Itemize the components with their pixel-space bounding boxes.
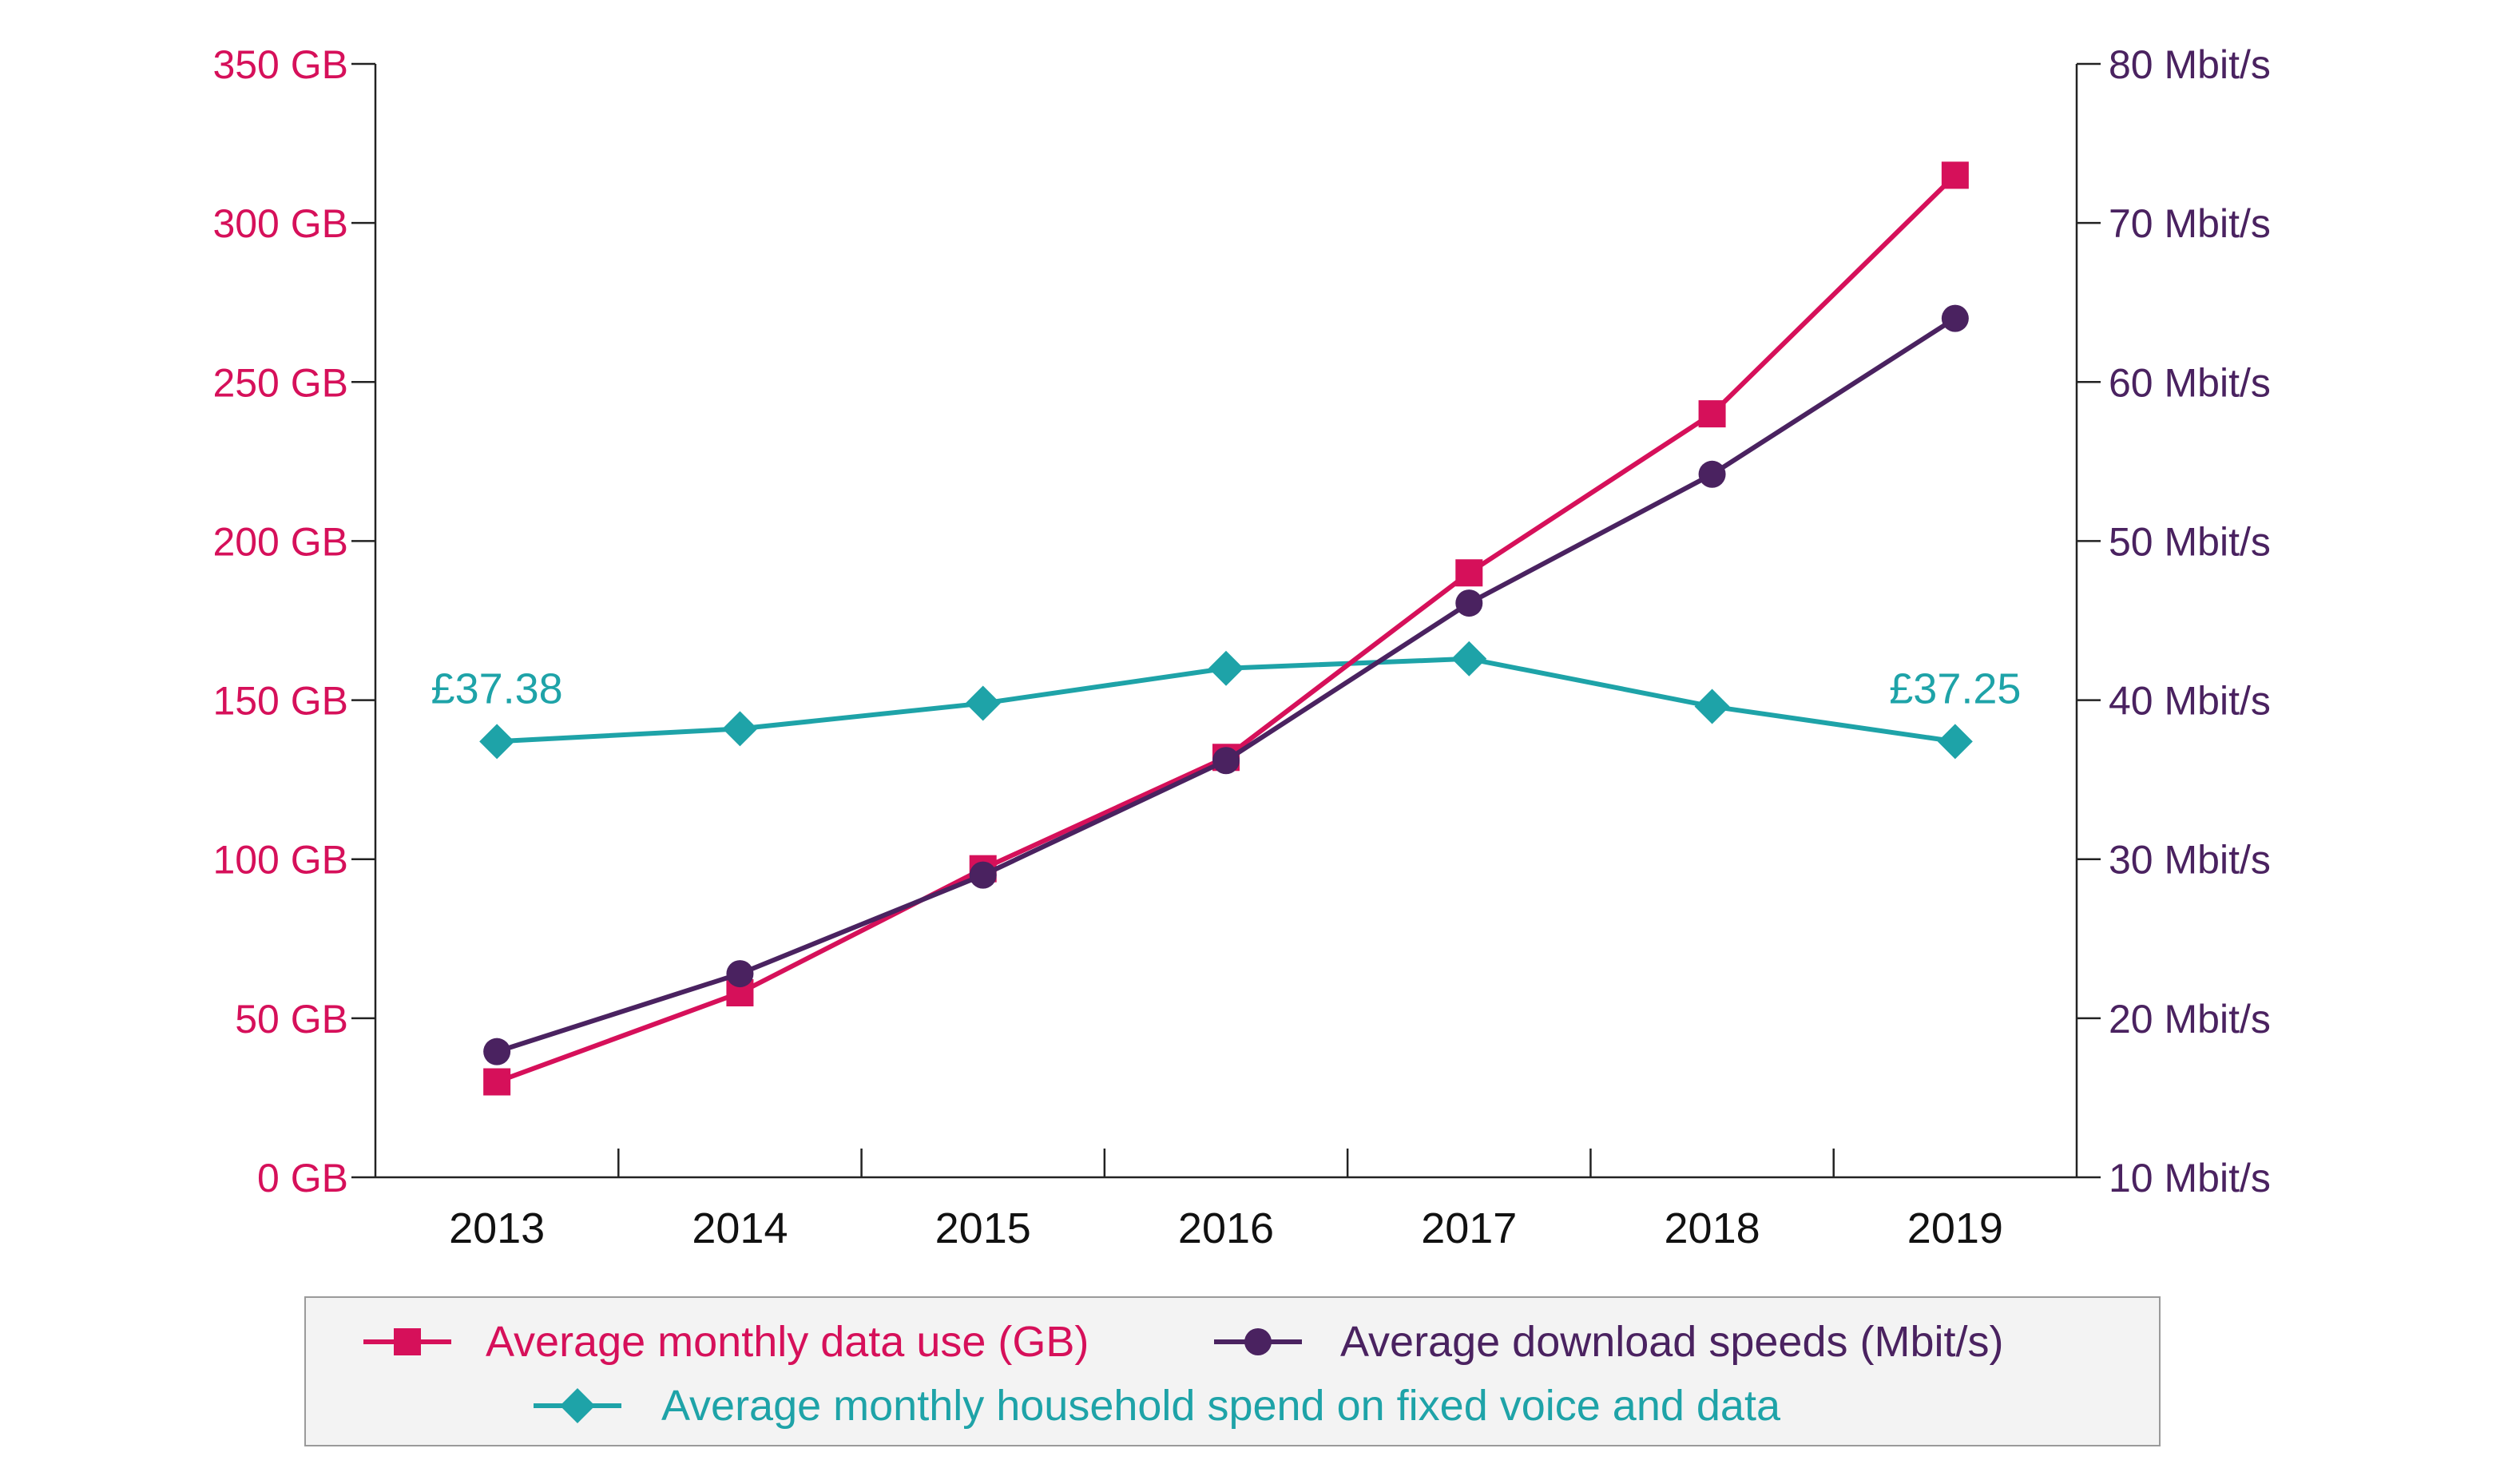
data-point-circle xyxy=(1455,589,1483,617)
right-tick-label: 30 Mbit/s xyxy=(2109,838,2271,883)
right-tick-label: 70 Mbit/s xyxy=(2109,201,2271,246)
x-tick-label: 2014 xyxy=(692,1204,788,1252)
data-point-diamond xyxy=(1937,724,1973,760)
left-tick-label: 350 GB xyxy=(212,42,348,87)
x-tick-label: 2018 xyxy=(1665,1204,1760,1252)
data-point-square xyxy=(1698,400,1726,428)
legend-label: Average download speeds (Mbit/s) xyxy=(1340,1318,2003,1366)
right-tick-label: 50 Mbit/s xyxy=(2109,519,2271,564)
data-point-diamond xyxy=(965,685,1001,721)
right-tick-label: 40 Mbit/s xyxy=(2109,679,2271,724)
series-layer xyxy=(479,161,1973,1096)
left-tick-label: 300 GB xyxy=(212,201,348,246)
right-tick-label: 60 Mbit/s xyxy=(2109,360,2271,405)
data-point-diamond xyxy=(1694,688,1730,724)
left-tick-label: 250 GB xyxy=(212,360,348,405)
left-tick-label: 50 GB xyxy=(235,997,348,1042)
data-point-circle xyxy=(1698,460,1726,488)
legend-marker-diamond xyxy=(560,1388,595,1423)
axes: 0 GB 50 GB 100 GB 150 GB 200 GB 250 GB 300 GB 3… xyxy=(212,42,2270,1252)
right-tick-label: 20 Mbit/s xyxy=(2109,997,2271,1042)
left-tick-label: 200 GB xyxy=(212,519,348,564)
data-point-square xyxy=(1941,161,1969,189)
series-diamond xyxy=(479,641,1973,760)
right-tick-label: 80 Mbit/s xyxy=(2109,42,2271,87)
legend: Average monthly data use (GB) Average dow… xyxy=(304,1296,2161,1446)
x-tick-label: 2016 xyxy=(1178,1204,1274,1252)
left-tick-label: 150 GB xyxy=(212,679,348,724)
value-annotation: £37.38 xyxy=(431,665,563,712)
data-point-circle xyxy=(726,960,754,988)
data-point-diamond xyxy=(1208,650,1244,686)
legend-marker-square xyxy=(394,1328,421,1355)
data-point-diamond xyxy=(722,711,758,747)
data-point-square xyxy=(1455,559,1483,587)
left-tick-label: 0 GB xyxy=(257,1156,348,1200)
legend-box xyxy=(304,1296,2161,1446)
series-line-square xyxy=(496,173,1957,1085)
series-circle xyxy=(483,304,1969,1065)
x-tick-label: 2017 xyxy=(1421,1204,1517,1252)
right-tick-label: 10 Mbit/s xyxy=(2109,1156,2271,1200)
data-point-diamond xyxy=(479,724,515,760)
series-square xyxy=(483,161,1969,1096)
data-point-circle xyxy=(1941,304,1969,332)
data-point-circle xyxy=(483,1038,511,1065)
x-tick-label: 2013 xyxy=(449,1204,545,1252)
legend-marker-circle xyxy=(1244,1328,1272,1355)
data-point-circle xyxy=(1212,747,1240,775)
data-point-square xyxy=(483,1068,511,1096)
legend-label: Average monthly household spend on fixed… xyxy=(661,1382,1781,1430)
legend-label: Average monthly data use (GB) xyxy=(486,1318,1089,1366)
x-tick-label: 2019 xyxy=(1907,1204,2003,1252)
value-annotation: £37.25 xyxy=(1889,665,2021,712)
annotations: £37.38 £37.25 xyxy=(431,665,2022,712)
data-point-circle xyxy=(969,861,997,889)
left-tick-label: 100 GB xyxy=(212,838,348,883)
data-point-diamond xyxy=(1451,641,1487,677)
x-tick-label: 2015 xyxy=(935,1204,1031,1252)
